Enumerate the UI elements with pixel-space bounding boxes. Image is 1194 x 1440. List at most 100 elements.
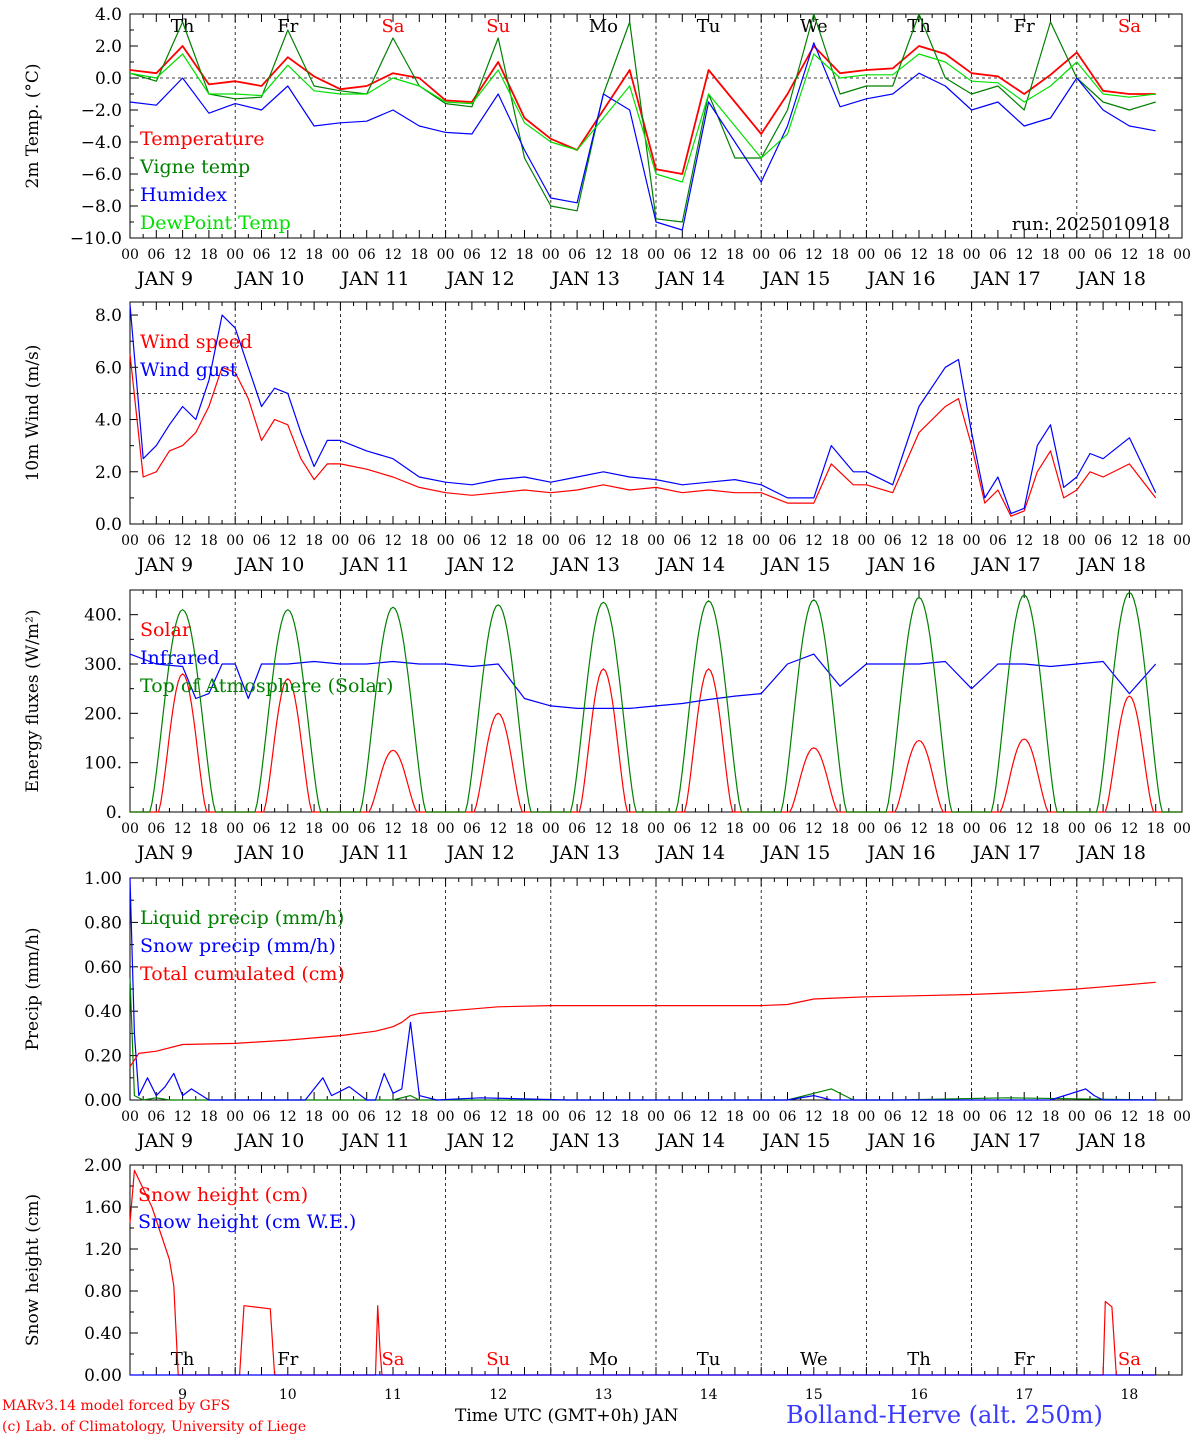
x-axis-title: Time UTC (GMT+0h) JAN (455, 1406, 679, 1426)
weekday-label: Th (171, 16, 195, 37)
x-day-label: JAN 11 (339, 842, 409, 864)
x-hour-label: 00 (1068, 1109, 1086, 1125)
weekday-label: Tu (697, 16, 721, 37)
x-day-label: JAN 9 (135, 842, 193, 864)
x-hour-label: 12 (174, 247, 192, 263)
x-day-label: JAN 14 (655, 554, 725, 576)
x-hour-label: 12 (805, 247, 823, 263)
x-day-label: JAN 18 (1076, 268, 1146, 290)
x-hour-label: 06 (884, 533, 902, 549)
x-hour-label: 18 (410, 247, 428, 263)
x-hour-label: 12 (174, 821, 192, 837)
y-tick-label: 0.00 (84, 1366, 122, 1386)
x-hour-label: 12 (489, 247, 507, 263)
x-hour-label: 18 (831, 1109, 849, 1125)
legend-entry: DewPoint Temp (140, 212, 291, 234)
series-line-top-of-atmosphere-solar- (130, 591, 1182, 813)
x-hour-label: 00 (121, 247, 139, 263)
x-hour-label: 12 (805, 533, 823, 549)
x-day-number: 16 (910, 1387, 928, 1403)
x-hour-label: 12 (1015, 533, 1033, 549)
x-hour-label: 18 (1147, 821, 1165, 837)
legend-entry: Vigne temp (139, 156, 250, 178)
weekday-label: Sa (381, 1349, 404, 1370)
x-hour-label: 00 (857, 821, 875, 837)
y-axis-label: Precip (mm/h) (23, 927, 43, 1050)
x-hour-label: 00 (1068, 247, 1086, 263)
legend-entry: Humidex (140, 184, 227, 206)
x-hour-label: 00 (1173, 247, 1191, 263)
x-hour-label: 18 (1147, 1109, 1165, 1125)
x-day-label: JAN 11 (339, 554, 409, 576)
x-hour-label: 06 (884, 1109, 902, 1125)
panel-4: 1.00 0.80 0.60 0.40 0.20 0.00 Precip (mm/h) 00 0… (23, 869, 1191, 1152)
x-hour-label: 06 (568, 533, 586, 549)
y-tick-label: −4.0 (81, 133, 122, 153)
x-hour-label: 06 (147, 247, 165, 263)
x-hour-label: 18 (1042, 247, 1060, 263)
x-hour-label: 12 (384, 533, 402, 549)
x-hour-label: 00 (331, 1109, 349, 1125)
series-line-liquid-precip-mm-h- (129, 977, 1156, 1101)
x-day-label: JAN 18 (1076, 1130, 1146, 1152)
x-hour-label: 18 (200, 533, 218, 549)
x-hour-label: 12 (805, 821, 823, 837)
x-hour-label: 00 (226, 821, 244, 837)
x-hour-label: 00 (437, 247, 455, 263)
x-hour-label: 00 (437, 1109, 455, 1125)
x-hour-label: 18 (1147, 247, 1165, 263)
x-day-label: JAN 10 (234, 268, 304, 290)
x-hour-label: 18 (305, 247, 323, 263)
x-hour-label: 12 (910, 1109, 928, 1125)
x-hour-label: 12 (1120, 247, 1138, 263)
x-hour-label: 12 (1015, 247, 1033, 263)
weekday-label: We (800, 1349, 828, 1370)
legend-entry: Wind speed (140, 331, 252, 353)
y-tick-label: 2.0 (95, 37, 122, 57)
y-tick-label: 6.0 (95, 358, 122, 378)
panel-2: 8.0 6.0 4.0 2.0 0.0 10m Wind (m/s) 00 06 12 18 00 0… (23, 301, 1191, 576)
x-hour-label: 18 (305, 533, 323, 549)
x-hour-label: 06 (989, 821, 1007, 837)
x-hour-label: 18 (726, 247, 744, 263)
x-hour-label: 18 (621, 1109, 639, 1125)
x-day-label: JAN 12 (445, 554, 515, 576)
x-day-label: JAN 18 (1076, 842, 1146, 864)
x-hour-label: 06 (147, 821, 165, 837)
station-title: Bolland-Herve (alt. 250m) (786, 1401, 1103, 1429)
weekday-label: Sa (381, 16, 404, 37)
x-day-number: 18 (1120, 1387, 1138, 1403)
x-hour-label: 06 (568, 1109, 586, 1125)
x-day-number: 13 (594, 1387, 612, 1403)
x-hour-label: 18 (516, 247, 534, 263)
x-day-number: 9 (178, 1387, 187, 1403)
x-hour-label: 00 (226, 533, 244, 549)
x-hour-label: 18 (410, 1109, 428, 1125)
x-hour-label: 00 (437, 533, 455, 549)
weekday-label: Mo (589, 1349, 618, 1370)
x-hour-label: 00 (857, 1109, 875, 1125)
x-day-label: JAN 15 (760, 554, 830, 576)
series-line-vigne-temp (129, 13, 1156, 223)
x-hour-label: 18 (621, 247, 639, 263)
x-hour-label: 00 (752, 247, 770, 263)
x-hour-label: 18 (1042, 533, 1060, 549)
panel-3: 400. 300. 200. 100. 0. Energy fluxes (W/m²) 00… (23, 589, 1191, 864)
x-hour-label: 12 (700, 247, 718, 263)
x-hour-label: 06 (779, 247, 797, 263)
x-hour-label: 12 (489, 533, 507, 549)
series-line-dewpoint-temp (129, 53, 1156, 183)
x-day-label: JAN 14 (655, 842, 725, 864)
x-day-label: JAN 10 (234, 1130, 304, 1152)
y-tick-label: 0.40 (84, 1002, 122, 1022)
x-hour-label: 18 (621, 533, 639, 549)
x-day-label: JAN 13 (550, 268, 620, 290)
x-day-label: JAN 11 (339, 1130, 409, 1152)
weekday-label: Fr (277, 16, 298, 37)
series-line-humidex (129, 42, 1156, 231)
weekday-label: Su (486, 1349, 510, 1370)
y-tick-label: −2.0 (81, 101, 122, 121)
x-hour-label: 18 (831, 533, 849, 549)
x-hour-label: 18 (936, 1109, 954, 1125)
x-hour-label: 00 (226, 247, 244, 263)
